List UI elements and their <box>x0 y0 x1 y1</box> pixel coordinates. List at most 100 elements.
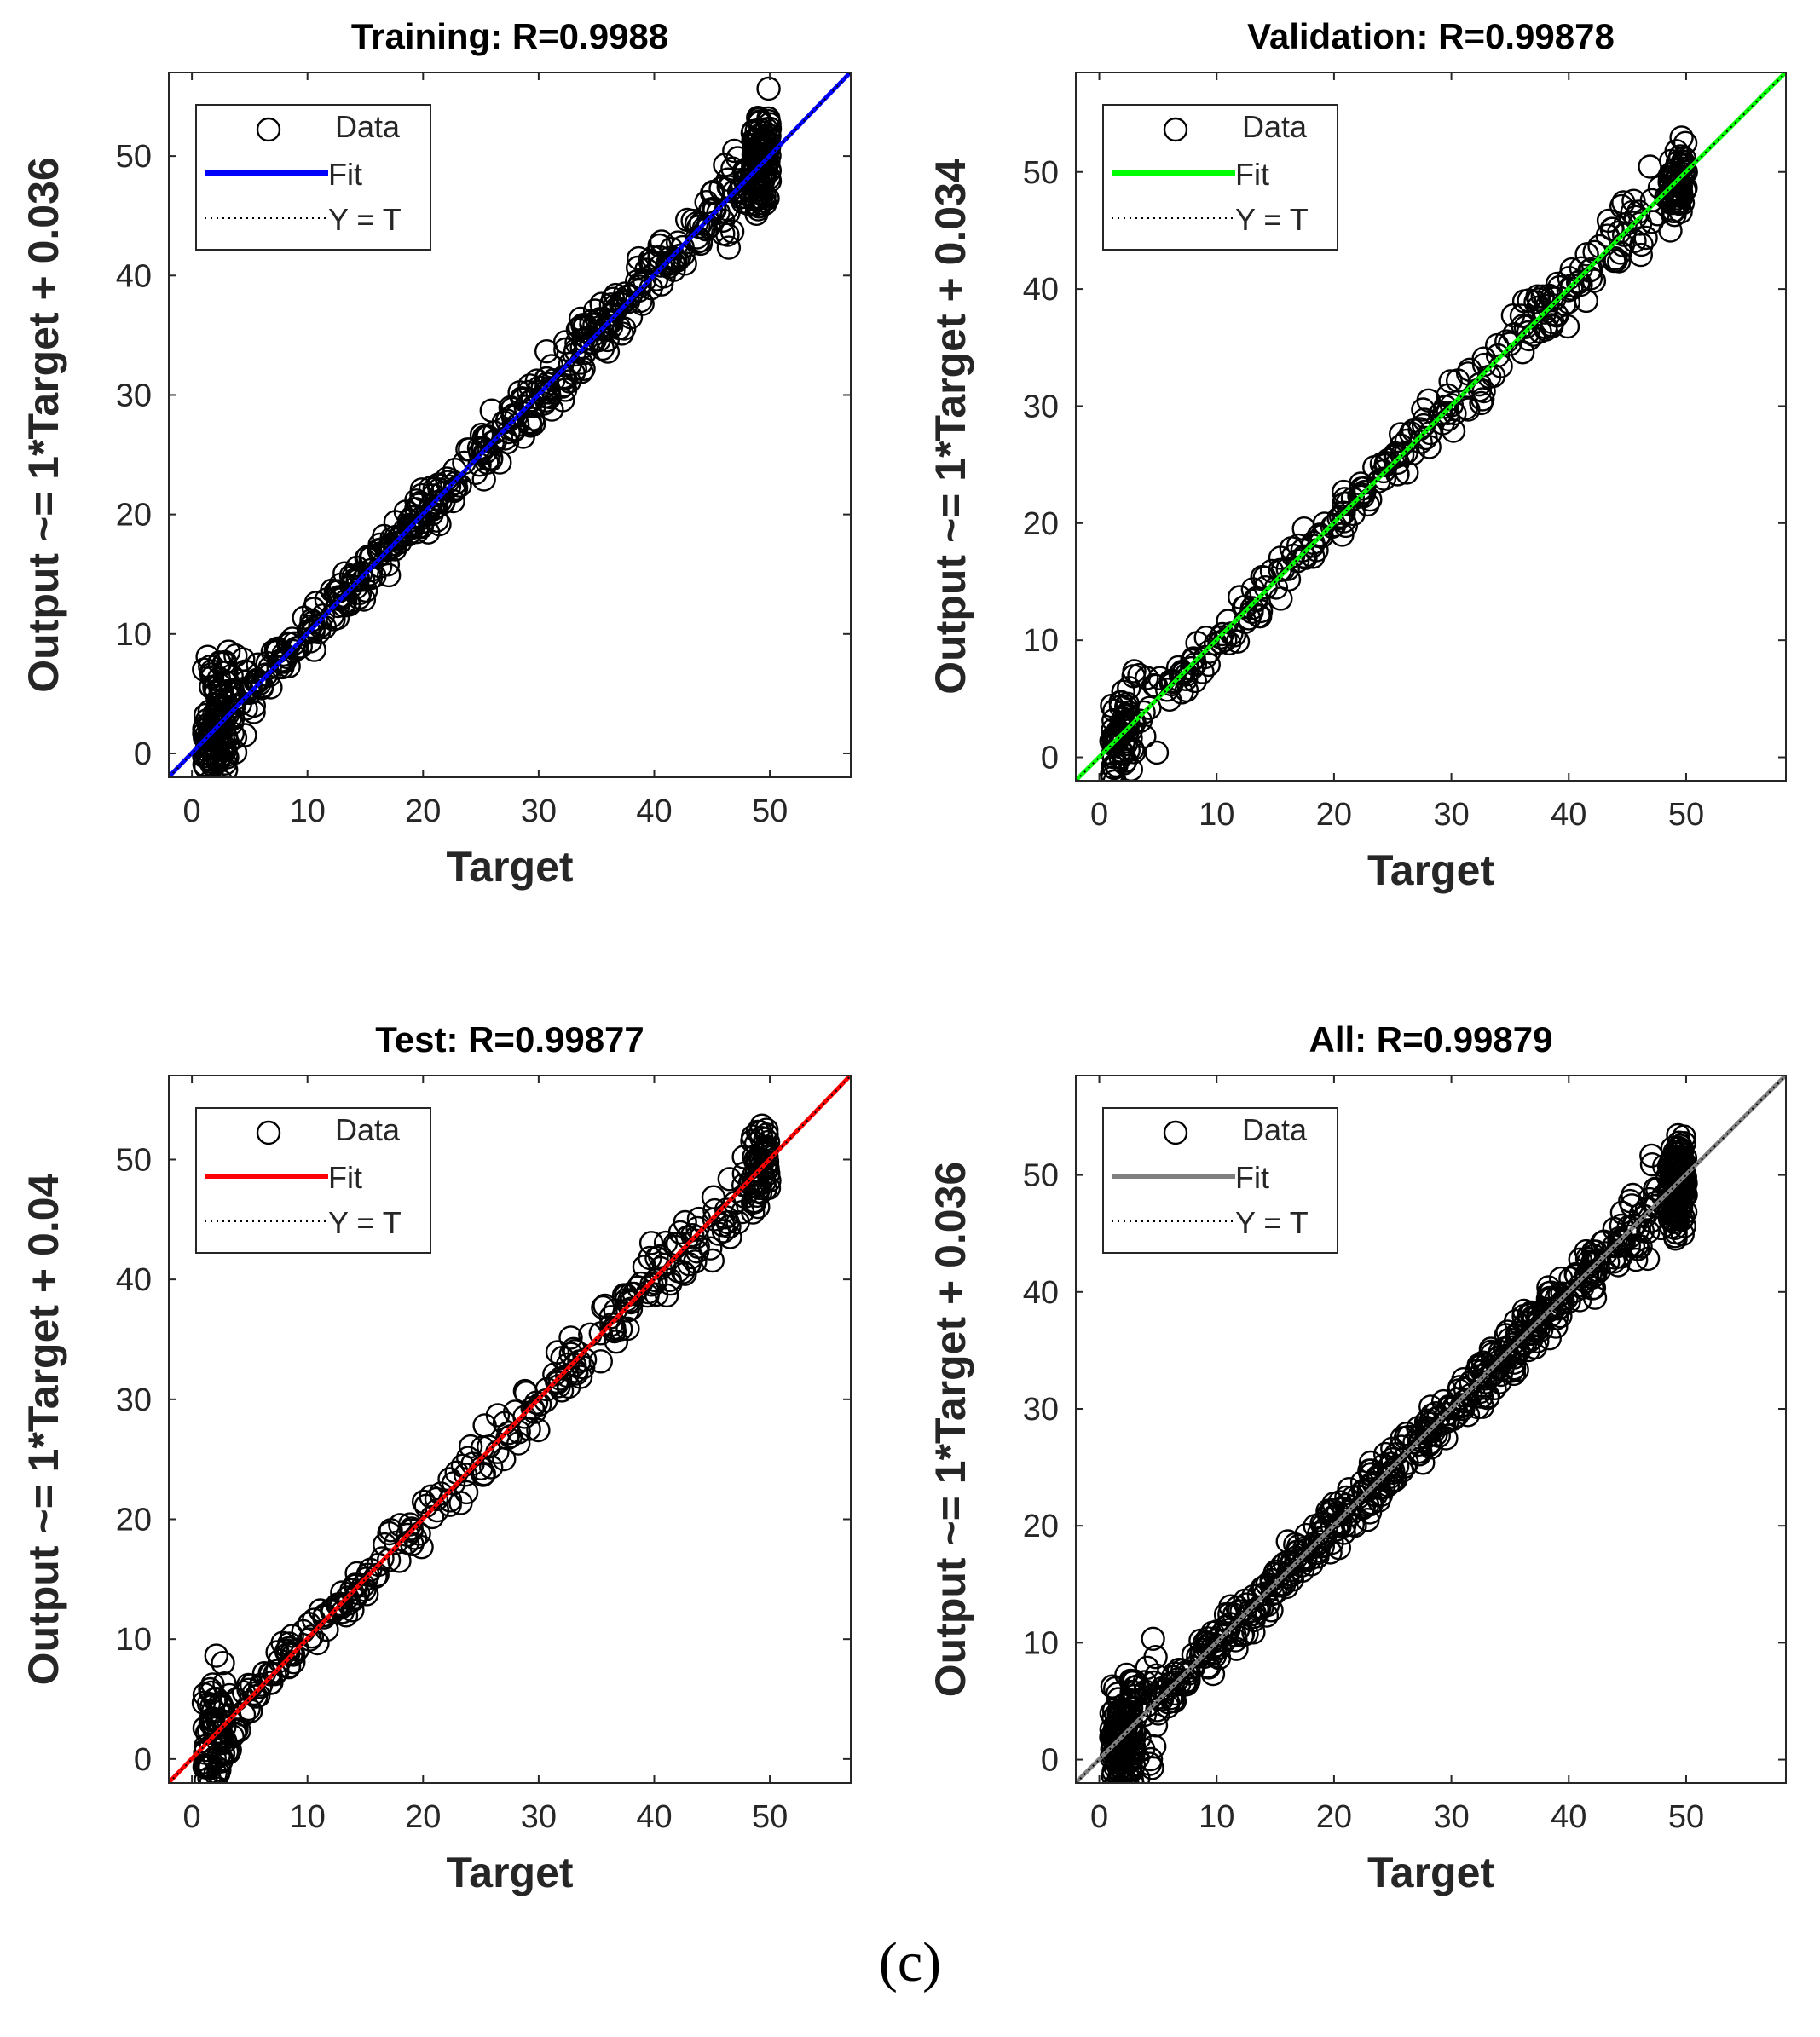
y-tick-label: 50 <box>116 139 152 175</box>
data-point <box>1104 724 1129 749</box>
data-point <box>1358 1450 1384 1475</box>
data-point <box>753 1127 777 1151</box>
axes-frame <box>168 72 852 778</box>
axes-frame <box>168 1075 852 1784</box>
data-point <box>312 1605 337 1630</box>
data-point <box>1318 1540 1343 1565</box>
data-point <box>595 327 620 353</box>
data-point <box>222 1721 247 1746</box>
data-point <box>1223 1628 1248 1653</box>
y-tick-label: 20 <box>1023 506 1059 542</box>
x-tick-label: 10 <box>290 1799 326 1835</box>
data-point <box>1453 395 1479 420</box>
data-point <box>589 291 614 316</box>
legend: Data Fit Y = T <box>1102 1107 1338 1254</box>
data-point <box>1408 1428 1434 1453</box>
data-point <box>600 1318 626 1342</box>
data-point <box>220 1724 245 1749</box>
legend-box <box>1102 104 1338 251</box>
data-point <box>1361 1470 1386 1496</box>
data-point <box>1411 413 1436 438</box>
data-point <box>299 1624 325 1649</box>
data-point <box>496 419 521 445</box>
data-point <box>1334 1485 1359 1510</box>
data-point <box>340 1598 365 1623</box>
x-tick-label: 20 <box>405 793 441 829</box>
data-point <box>220 707 246 731</box>
data-point <box>588 1321 613 1346</box>
y-tick-label: 40 <box>1023 272 1059 308</box>
data-point <box>591 1295 615 1320</box>
data-point <box>320 578 344 603</box>
data-point <box>204 1643 229 1668</box>
data-point <box>1332 1496 1357 1521</box>
data-point <box>1568 1247 1592 1272</box>
data-point <box>416 520 441 545</box>
data-point <box>588 1349 613 1374</box>
x-axis-label: Target <box>446 843 573 891</box>
data-point <box>1642 1194 1667 1219</box>
data-point <box>411 1489 436 1515</box>
data-point <box>1554 1286 1579 1311</box>
data-point <box>1544 1285 1569 1311</box>
data-point <box>644 1282 669 1307</box>
data-point <box>222 740 248 765</box>
y-tick-label: 20 <box>116 1503 152 1538</box>
legend-label: Y = T <box>328 1205 402 1240</box>
data-point <box>305 1630 330 1656</box>
data-point <box>1116 1780 1132 1783</box>
data-point <box>241 693 266 718</box>
data-point <box>217 1740 241 1765</box>
data-point <box>1603 248 1628 273</box>
data-point <box>419 1504 445 1530</box>
legend-data-marker <box>256 1120 281 1145</box>
x-tick-label: 30 <box>521 1799 557 1835</box>
chart-title: Training: R=0.9988 <box>351 16 668 56</box>
data-point <box>685 225 710 250</box>
data-point <box>1121 1743 1146 1769</box>
subplot-4: 0 10 20 30 40 50 0 10 20 30 40 50 All: R=0.99879 Targ… <box>927 1019 1787 1896</box>
legend-label: Data <box>335 109 401 144</box>
data-point <box>377 563 402 588</box>
data-point <box>534 339 559 364</box>
data-point <box>397 1512 423 1537</box>
data-point <box>1268 557 1292 582</box>
data-point <box>1418 420 1442 446</box>
y-tick-label: 40 <box>1023 1275 1059 1311</box>
data-point <box>1376 1455 1401 1480</box>
data-point <box>1665 186 1690 211</box>
data-point <box>1652 1153 1677 1179</box>
x-tick-label: 0 <box>183 1799 201 1835</box>
data-point <box>1636 1219 1661 1244</box>
data-point <box>1259 1572 1284 1598</box>
y-tick-label: 0 <box>1041 1743 1059 1779</box>
data-point <box>379 534 404 559</box>
data-point <box>220 678 246 703</box>
data-point <box>1320 514 1345 540</box>
data-point <box>1582 1285 1608 1310</box>
y-axis-label: Output ~= 1*Target + 0.036 <box>927 1162 974 1697</box>
data-point <box>303 591 328 615</box>
x-axis-label: Target <box>1367 846 1494 894</box>
data-point <box>731 189 755 215</box>
y-tick-label: 50 <box>1023 1158 1059 1194</box>
data-point <box>686 214 711 239</box>
data-point <box>744 1163 769 1187</box>
data-point <box>1550 1281 1574 1306</box>
data-point <box>1672 146 1697 171</box>
data-point <box>1663 1155 1689 1180</box>
data-point <box>275 1642 301 1666</box>
x-tick-label: 0 <box>183 793 201 829</box>
data-point <box>518 413 543 438</box>
data-point <box>1300 534 1326 558</box>
data-point <box>492 1446 517 1472</box>
data-point <box>638 1231 664 1255</box>
data-point <box>1111 742 1135 766</box>
data-point <box>384 1530 408 1555</box>
y-tick-label: 10 <box>116 617 152 653</box>
data-point <box>205 793 228 816</box>
data-point <box>1394 1421 1419 1446</box>
y-tick-label: 50 <box>1023 155 1059 191</box>
data-point <box>211 1650 235 1676</box>
